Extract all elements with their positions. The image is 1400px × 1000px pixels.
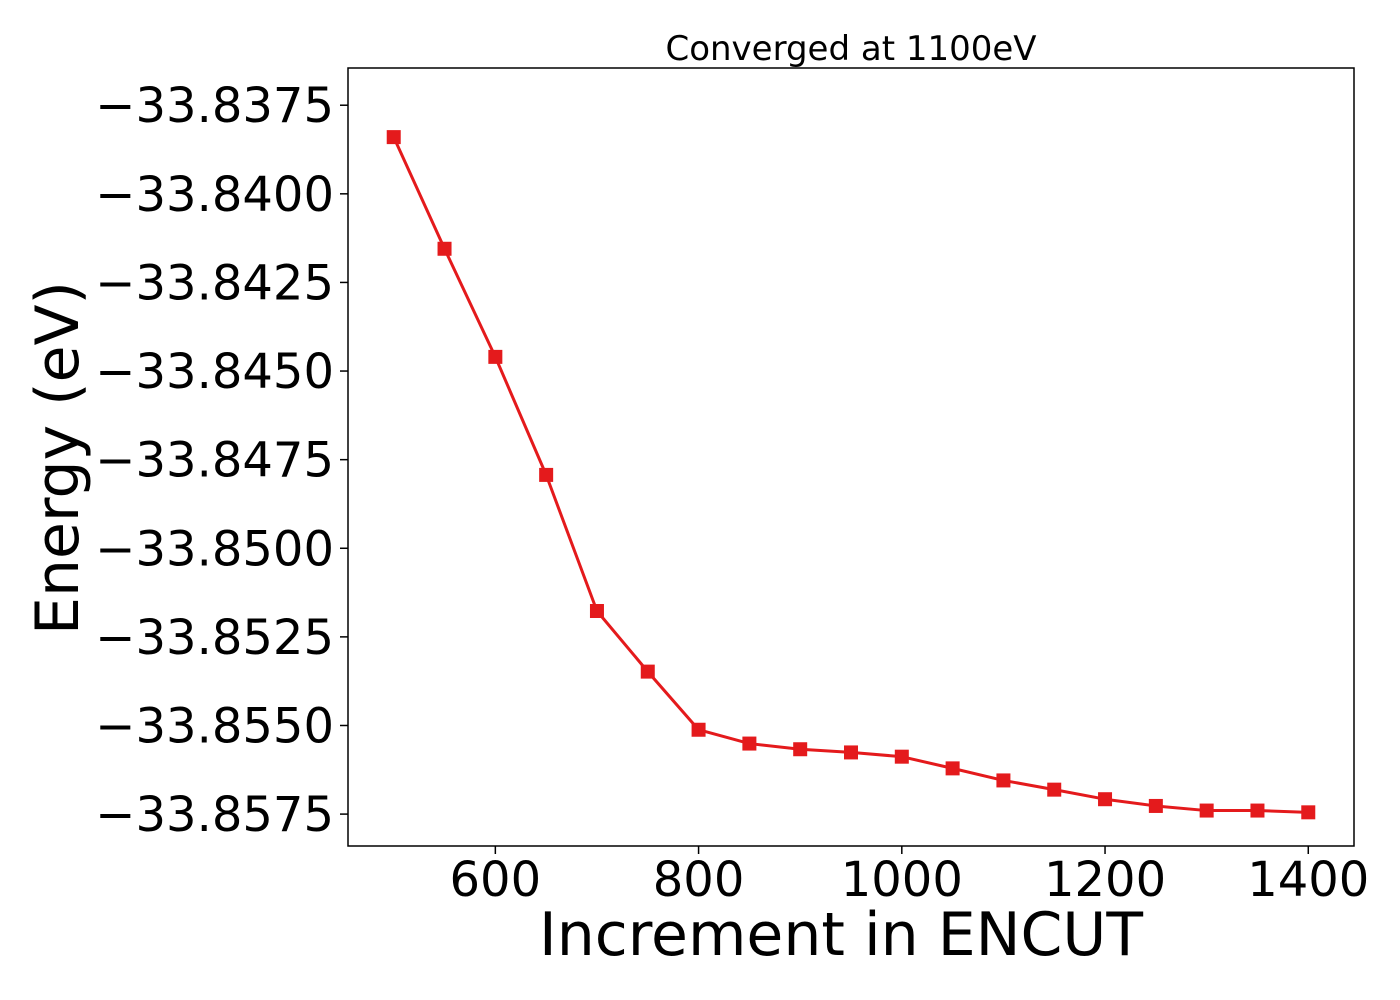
x-tick-label: 600 — [450, 852, 542, 908]
y-axis-label: Energy (eV) — [23, 281, 93, 635]
x-tick-label: 1200 — [1044, 852, 1166, 908]
data-point — [996, 773, 1011, 788]
y-tick-label: −33.8525 — [95, 610, 334, 666]
data-point — [589, 604, 604, 619]
y-tick-label: −33.8500 — [95, 521, 334, 577]
data-point — [844, 745, 858, 760]
data-point — [539, 467, 554, 482]
series-line — [392, 136, 1309, 814]
data-point — [1047, 782, 1062, 797]
x-tick-label: 800 — [653, 852, 745, 908]
data-point — [437, 241, 452, 256]
y-tick-label: −33.8450 — [95, 344, 334, 400]
y-axis: −33.8375 −33.8400 −33.8425 −33.8450 −33.8475… — [95, 78, 348, 843]
data-point — [1199, 803, 1214, 818]
y-tick-label: −33.8550 — [95, 698, 334, 754]
y-tick-label: −33.8375 — [95, 78, 334, 134]
y-tick-label: −33.8400 — [95, 167, 334, 223]
data-point — [894, 749, 909, 764]
y-tick-label: −33.8475 — [95, 433, 334, 489]
data-point — [945, 761, 960, 776]
data-point — [1250, 803, 1265, 818]
data-point — [640, 664, 655, 679]
chart-title: Converged at 1100eV — [665, 29, 1036, 69]
y-tick-label: −33.8575 — [95, 787, 334, 843]
plot-frame — [347, 67, 1355, 847]
x-tick-label: 1000 — [841, 852, 963, 908]
data-point — [793, 742, 808, 757]
y-tick-label: −33.8425 — [95, 255, 334, 311]
data-point — [386, 130, 401, 145]
data-point — [1301, 805, 1316, 820]
x-tick-label: 1400 — [1247, 852, 1369, 908]
data-point — [1148, 798, 1163, 813]
data-point — [1098, 792, 1113, 807]
series-layer — [386, 130, 1316, 820]
x-axis-label: Increment in ENCUT — [539, 900, 1143, 970]
data-point — [742, 736, 757, 751]
data-point — [488, 349, 503, 364]
data-point — [691, 722, 706, 737]
x-axis: 600 800 1000 1200 1400 — [450, 846, 1369, 908]
